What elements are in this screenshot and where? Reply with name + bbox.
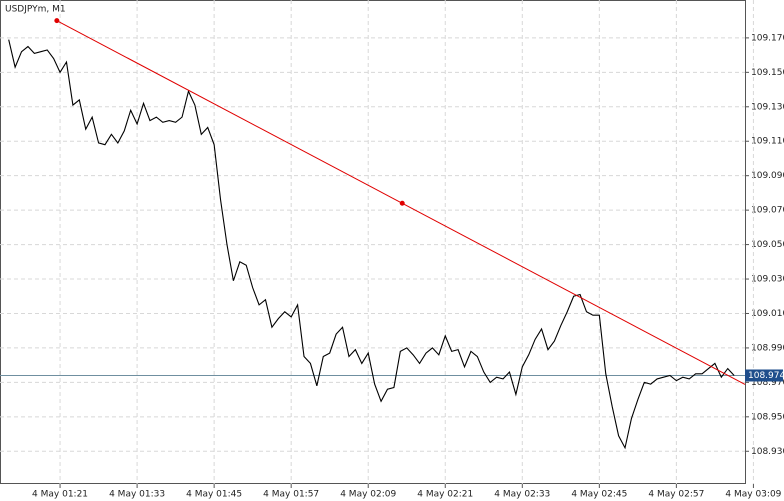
price-box [745, 369, 783, 382]
x-tick-label: 4 May 03:09 [725, 490, 781, 500]
chart-title: USDJPYm, M1 [5, 5, 66, 15]
y-tick-label: 108.970 [751, 378, 784, 388]
y-tick-label: 109.070 [751, 206, 784, 216]
x-tick-label: 4 May 01:57 [263, 490, 319, 500]
x-tick-label: 4 May 02:09 [340, 490, 396, 500]
y-tick-label: 108.950 [751, 412, 784, 422]
y-tick-label: 108.990 [751, 343, 784, 353]
y-tick-label: 109.170 [751, 33, 784, 43]
x-tick-label: 4 May 01:45 [186, 490, 242, 500]
price-label: 108.974 [748, 371, 784, 381]
x-tick-label: 4 May 02:57 [648, 490, 704, 500]
y-tick-label: 109.150 [751, 68, 784, 78]
price-line-series [8, 39, 735, 450]
trendline-anchor [54, 18, 60, 24]
y-tick-label: 108.930 [751, 447, 784, 457]
x-tick-label: 4 May 01:33 [109, 490, 165, 500]
x-tick-label: 4 May 02:45 [571, 490, 627, 500]
y-tick-label: 109.110 [751, 137, 784, 147]
x-tick-label: 4 May 02:33 [494, 490, 550, 500]
y-tick-label: 109.090 [751, 171, 784, 181]
y-tick-label: 109.050 [751, 240, 784, 250]
x-tick-label: 4 May 01:21 [32, 490, 88, 500]
plot-frame [0, 0, 746, 484]
y-tick-label: 109.130 [751, 102, 784, 112]
x-tick-label: 4 May 02:21 [417, 490, 473, 500]
trendline-anchor [399, 200, 405, 206]
y-tick-label: 109.030 [751, 275, 784, 285]
y-tick-label: 109.010 [751, 309, 784, 319]
